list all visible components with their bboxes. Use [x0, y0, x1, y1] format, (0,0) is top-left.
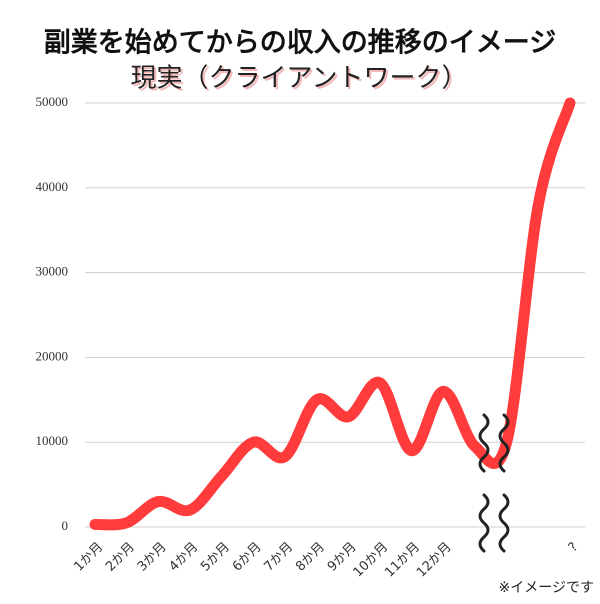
y-tick-label: 30000	[36, 264, 69, 279]
x-tick-label: 11か月	[382, 540, 423, 581]
note: ※イメージです	[499, 580, 594, 596]
x-tick-label: 5か月	[198, 540, 233, 575]
x-tick-label: 4か月	[166, 540, 201, 575]
x-tick-label: 3か月	[135, 540, 170, 575]
x-tick-label: 2か月	[103, 540, 138, 575]
break-mark	[498, 413, 510, 473]
break-mark	[478, 493, 490, 553]
x-tick-label: ?	[566, 540, 581, 555]
chart-subtitle: 現実（クライアントワーク）	[131, 64, 468, 94]
x-tick-label: 7か月	[261, 540, 296, 575]
y-tick-label: 20000	[36, 348, 69, 363]
chart-title: 副業を始めてからの収入の推移のイメージ	[44, 27, 556, 59]
x-tick-label: 12か月	[414, 540, 455, 581]
x-tick-label: 8か月	[293, 540, 328, 575]
chart-subtitle-shadow: 現実（クライアントワーク）	[133, 66, 470, 96]
y-tick-label: 10000	[36, 433, 69, 448]
x-tick-label: 1か月	[71, 540, 106, 575]
break-mark	[478, 413, 490, 473]
x-tick-label: 10か月	[351, 540, 392, 581]
x-tick-label: 6か月	[230, 540, 265, 575]
y-tick-label: 0	[62, 518, 69, 533]
y-tick-label: 50000	[36, 94, 69, 109]
axis-break	[478, 413, 510, 553]
plot-area: 0 10000 20000 30000 40000 50000 1か月2か月3か月4か月5か…	[36, 94, 585, 581]
break-mark	[498, 493, 510, 553]
y-tick-label: 40000	[36, 179, 69, 194]
line-series	[89, 97, 576, 531]
